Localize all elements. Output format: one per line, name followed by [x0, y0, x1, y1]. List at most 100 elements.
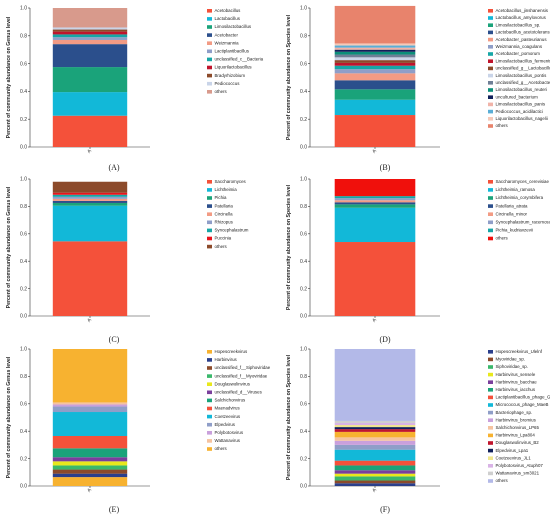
legend-entry: others [215, 446, 228, 451]
y-tick-label: 1.0 [20, 6, 27, 12]
legend-entry: Saccharomyces [215, 179, 247, 184]
y-tick-label: 0.2 [20, 456, 27, 462]
legend-swatch [488, 350, 493, 354]
legend-swatch [207, 228, 212, 233]
bar-segment [334, 476, 416, 481]
legend-swatch [488, 73, 493, 78]
y-tick-label: 0.8 [300, 34, 307, 40]
legend-entry: Harbinvirus_Lpa804 [496, 433, 536, 438]
bar-segment [334, 460, 416, 466]
bar-segment [52, 465, 128, 470]
legend-swatch [207, 188, 212, 192]
y-tick-label: 0.0 [20, 145, 27, 151]
bar-segment [334, 73, 416, 81]
legend-entry: unclassified_f__Myoviridae [215, 373, 268, 378]
bar-segment [52, 192, 128, 195]
legend-swatch [207, 374, 212, 378]
y-tick-label: 0.4 [20, 89, 27, 95]
bar-segment [334, 5, 416, 44]
legend-entry: uncultured_bacterium [496, 94, 539, 99]
legend: Acetobacillus_jinshanensis Lactobacillus_… [488, 8, 550, 128]
panel-caption: (A) [108, 163, 119, 172]
legend-swatch [207, 204, 212, 208]
bar-segment [334, 202, 416, 205]
bar-segment [52, 8, 128, 28]
legend-entry: Acetobacter [215, 32, 239, 37]
x-tick-label: A [371, 487, 378, 494]
y-tick-label: 1.0 [300, 177, 307, 183]
legend-entry: Limosilactobacillus_reuteri [496, 87, 548, 92]
legend-swatch [207, 180, 212, 184]
legend-swatch [488, 236, 493, 241]
legend-entry: Wattanavirus_sm3021 [496, 471, 540, 476]
chart-panel-5: 0.0 0.2 0.4 0.6 0.8 1.0 Percent of community a… [6, 347, 271, 514]
legend-swatch [207, 431, 212, 435]
legend-swatch [488, 196, 493, 200]
bar-segment [334, 200, 416, 203]
y-tick-label: 0.6 [300, 232, 307, 238]
legend-entry: others [496, 236, 509, 241]
bar-segment [334, 480, 416, 484]
y-axis-label: Percent of community abundance on Genus … [6, 186, 12, 308]
legend-swatch [207, 244, 212, 249]
x-tick-label: A [86, 148, 93, 155]
bar-segment [52, 196, 128, 199]
legend-entry: Pediococcus_acidilactici [496, 109, 543, 114]
legend-entry: Limosilactobacillus_panis [496, 102, 546, 107]
legend-entry: Lactiplantibacillus [215, 49, 250, 54]
bar-segment [52, 406, 128, 413]
legend-entry: Lactobacillus_acetotolerans [496, 30, 550, 35]
legend-swatch [488, 9, 493, 13]
y-axis-label: Percent of community abundance on Genus … [6, 16, 12, 138]
legend-swatch [488, 380, 493, 384]
legend-entry: Hopescreekvirus_Ulelnf [496, 349, 543, 354]
legend-swatch [488, 204, 493, 208]
legend-entry: Salchichonvirus [215, 398, 247, 403]
bar-segment [52, 404, 128, 407]
legend-entry: Circinella [215, 211, 234, 216]
legend-entry: Douglaswolinvirus [215, 381, 251, 386]
bar-segment [334, 420, 416, 423]
bar-segment [52, 34, 128, 38]
legend-swatch [207, 447, 212, 451]
chart-panel-4: 0.0 0.2 0.4 0.6 0.8 1.0 Percent of community a… [286, 177, 550, 344]
legend-swatch [207, 406, 212, 411]
legend-entry: Patellaria [215, 203, 234, 208]
chart-panel-3: 0.0 0.2 0.4 0.6 0.8 1.0 Percent of community a… [6, 177, 249, 344]
y-tick-label: 0.0 [20, 484, 27, 490]
bar-segment [334, 465, 416, 471]
bar-segment [334, 179, 416, 197]
bar-segment [52, 181, 128, 193]
legend-entry: Patellaria_atrata [496, 203, 529, 208]
y-tick-label: 0.4 [300, 429, 307, 435]
legend-swatch [488, 395, 493, 400]
legend-swatch [488, 23, 493, 27]
y-axis-label: Percent of community abundance on Specie… [286, 184, 292, 310]
legend-entry: others [215, 244, 228, 249]
legend-entry: Micrococcus_phage_MaeB [496, 402, 549, 407]
legend-swatch [488, 456, 493, 460]
y-tick-label: 0.6 [20, 232, 27, 238]
bar-segment [334, 198, 416, 201]
legend-entry: Saccharomyces_cerevisiae [496, 179, 550, 184]
bar-segment [334, 207, 416, 243]
legend-swatch [488, 433, 493, 438]
y-tick-label: 0.8 [300, 204, 307, 210]
bar-segment [334, 49, 416, 52]
legend-swatch [207, 17, 212, 21]
bar-segment [52, 39, 128, 45]
legend-entry: unclassified_g__Lactobacillus [496, 66, 550, 71]
bar-segment [52, 402, 128, 405]
legend-entry: Coetzeevirus [215, 414, 241, 419]
y-tick-label: 0.4 [300, 259, 307, 265]
legend-entry: Polybotosvirus_Atuph07 [496, 463, 544, 468]
legend-entry: Harbinvirus_sensele [496, 372, 536, 377]
legend-entry: Limosilactobacillus_sp. [496, 22, 541, 27]
legend-swatch [488, 464, 493, 468]
legend-entry: Wattanavirus [215, 438, 241, 443]
legend-entry: Hopescreekvirus [215, 349, 249, 354]
legend-swatch [207, 196, 212, 200]
legend-swatch [207, 439, 212, 443]
legend-swatch [488, 365, 493, 369]
